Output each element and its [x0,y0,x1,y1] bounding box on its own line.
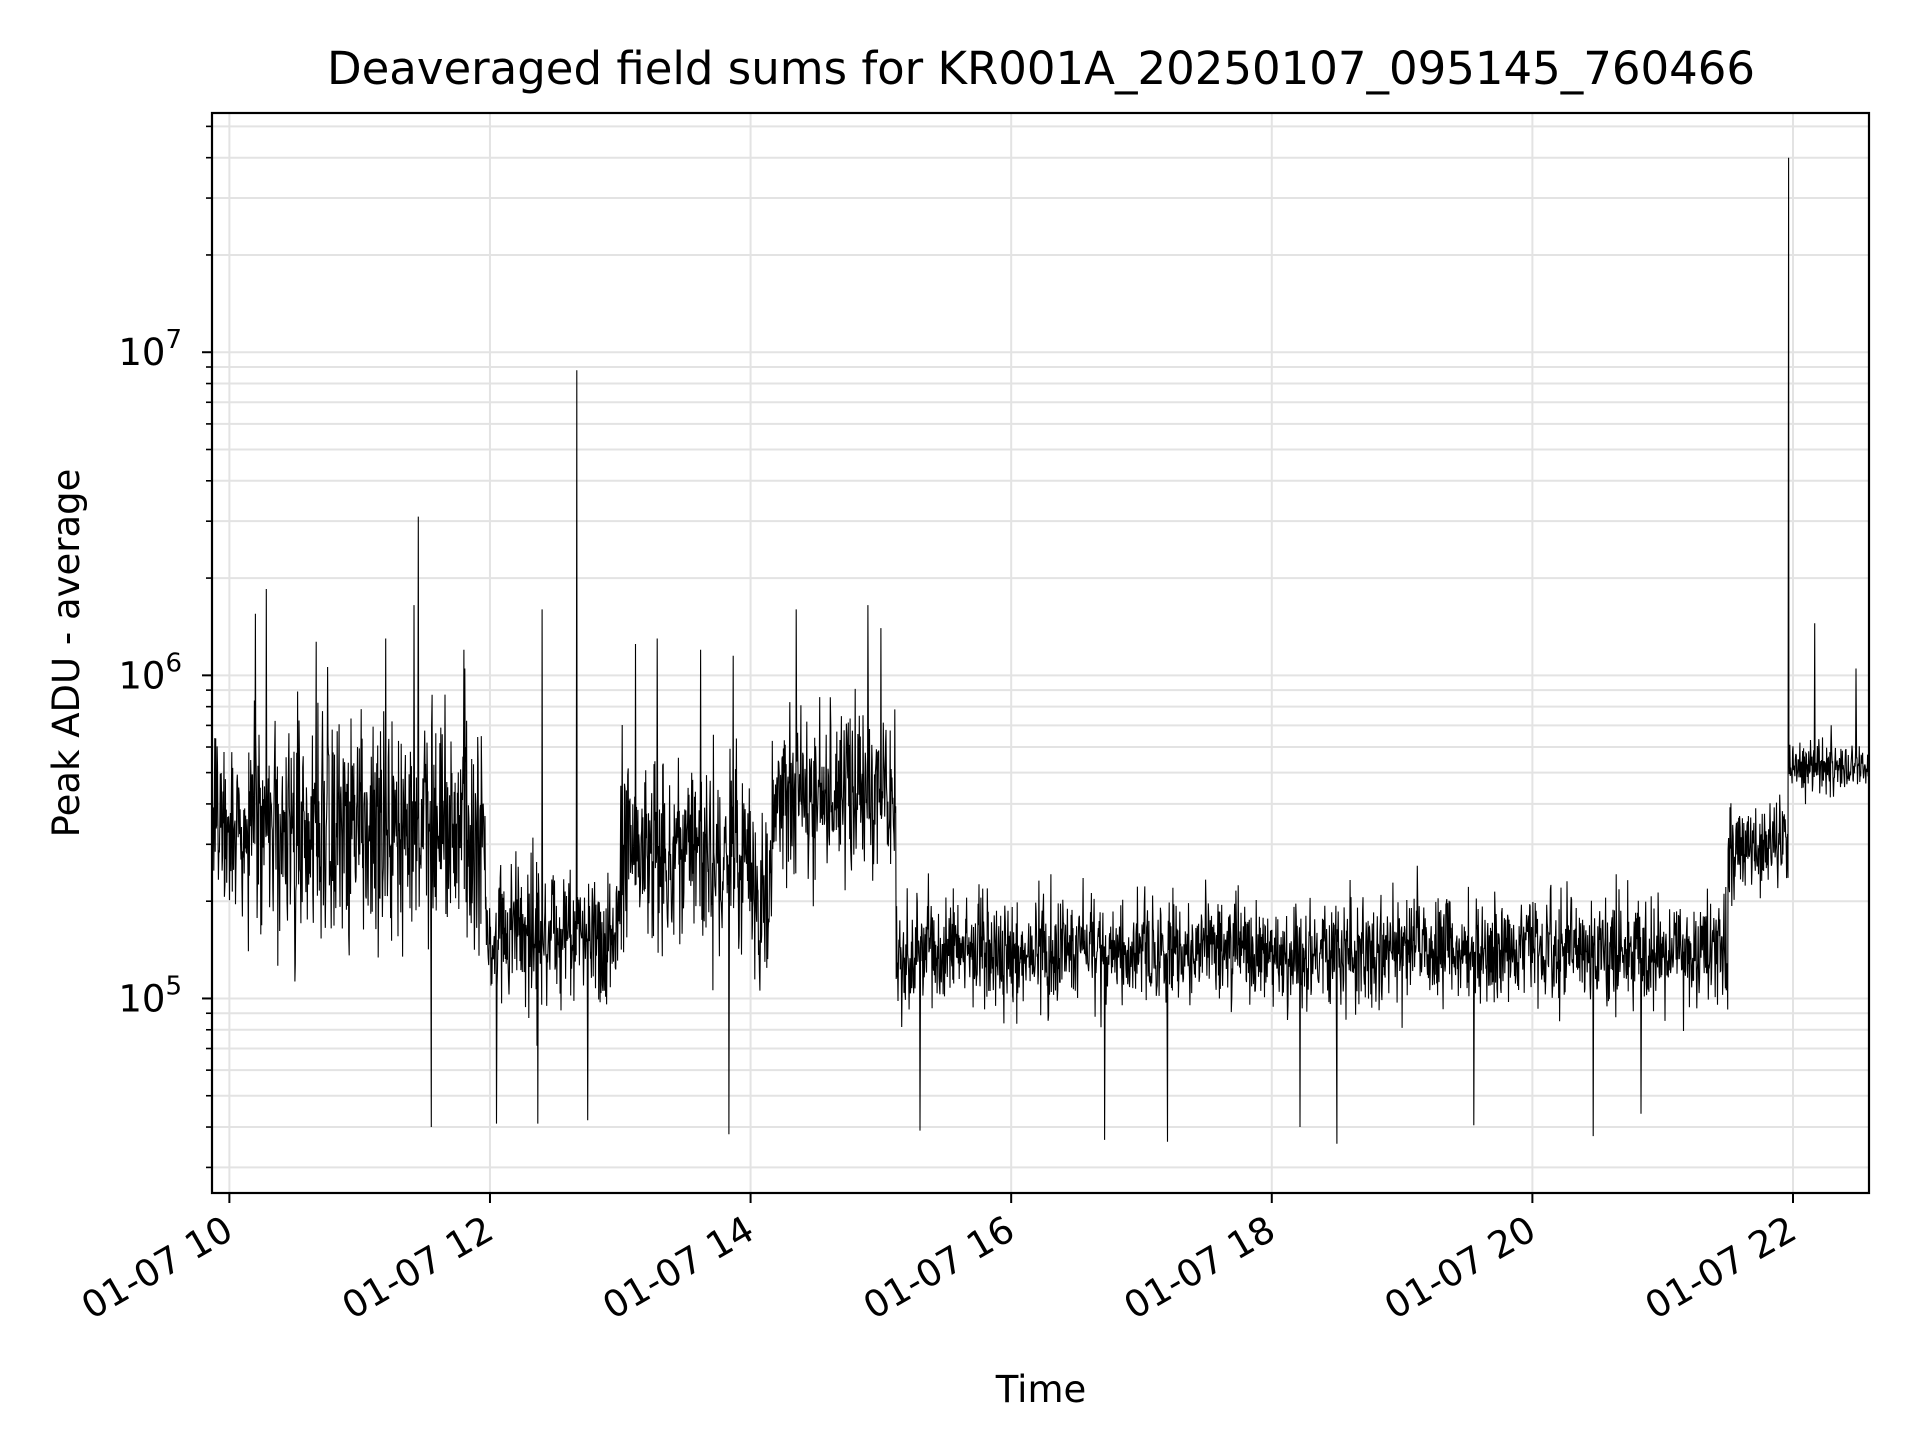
y-axis-label: Peak ADU - average [45,469,88,838]
series-trace [211,157,1870,1144]
x-axis-label: Time [995,1368,1087,1411]
y-tick-label: 106 [118,648,182,697]
plot-area-frame [210,111,1871,1195]
y-tick-label: 107 [118,325,182,374]
y-tick-label: 105 [118,971,182,1020]
grid-lines [212,113,1869,1193]
data-series-line [211,157,1870,1144]
chart-title: Deaveraged field sums for KR001A_2025010… [327,42,1755,95]
